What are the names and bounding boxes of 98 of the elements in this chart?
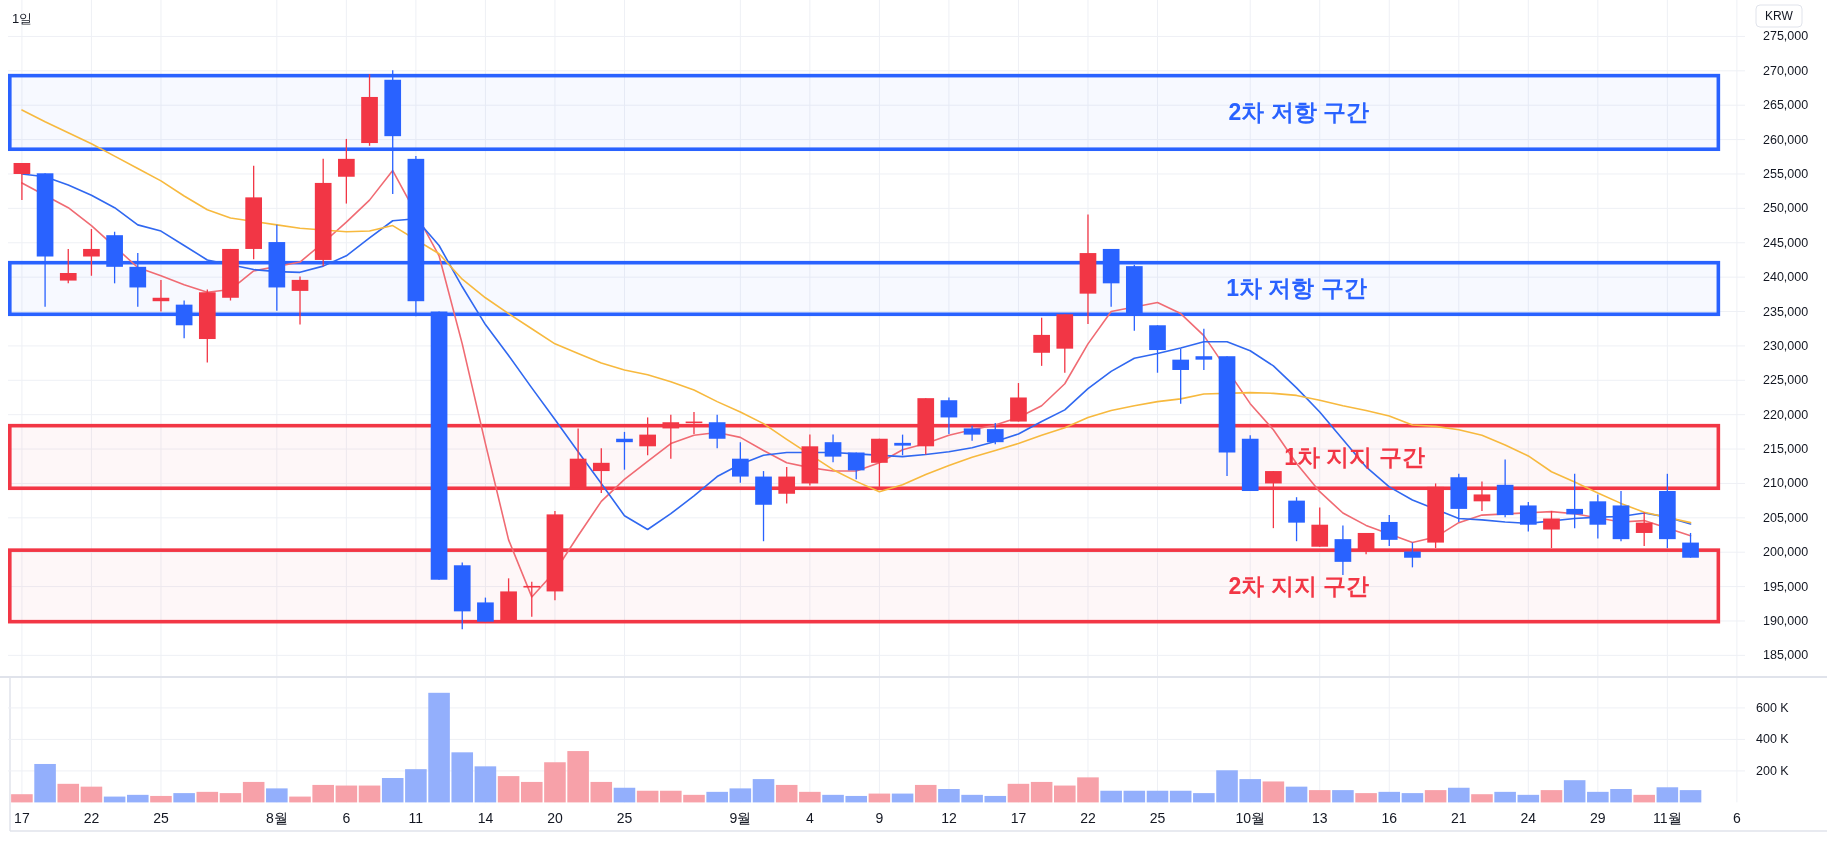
x-tick-label: 21 (1450, 810, 1467, 826)
x-tick-label: 6 (1732, 810, 1741, 826)
bar (127, 794, 149, 803)
x-tick-label: 14 (477, 810, 494, 826)
y-tick-label: 240,000 (1763, 270, 1809, 285)
x-tick-label: 13 (1311, 810, 1328, 826)
bar (636, 790, 659, 803)
y-tick-label: 225,000 (1763, 373, 1809, 388)
x-tick-label: 17 (1010, 810, 1027, 826)
bar (1401, 793, 1424, 803)
bar (1169, 790, 1192, 803)
x-tick-label: 24 (1520, 810, 1537, 826)
y-tick-label: 200,000 (1763, 545, 1809, 560)
bar (775, 784, 798, 803)
x-tick-label: 9 (875, 810, 884, 826)
bar (1030, 781, 1053, 803)
y-tick-label: 235,000 (1763, 304, 1809, 319)
bar (706, 791, 728, 803)
bar (242, 781, 265, 803)
y-tick-label: 275,000 (1763, 29, 1809, 44)
text: 1일 (12, 10, 33, 26)
bar (80, 786, 103, 803)
x-tick-label: 22 (83, 810, 100, 826)
y-tick-label: 260,000 (1763, 132, 1809, 147)
y-tick-label: 250,000 (1763, 201, 1809, 216)
x-tick-label: 11 (408, 810, 424, 826)
y-tick-label: 245,000 (1763, 235, 1809, 250)
bar (196, 791, 219, 803)
bar (150, 795, 172, 803)
x-tick-label: 16 (1381, 810, 1398, 826)
y-tick-label: 205,000 (1763, 510, 1809, 525)
y-tick-label: 215,000 (1763, 442, 1809, 457)
y-tick-label: 600 K (1756, 700, 1790, 715)
bar (752, 779, 775, 803)
x-tick-label: 10월 (1235, 810, 1265, 826)
y-tick-label: 230,000 (1763, 338, 1809, 353)
bar (1378, 791, 1401, 803)
x-tick-label: 11월 (1653, 810, 1682, 826)
bar (1424, 790, 1447, 803)
x-tick-label: 17 (14, 810, 30, 826)
bar (1100, 790, 1122, 803)
bar (1633, 794, 1655, 803)
bar (219, 793, 242, 803)
bar (1007, 783, 1030, 803)
y-tick-label: 400 K (1756, 732, 1790, 747)
x-tick-label: 25 (616, 810, 633, 826)
x-tick-label: 12 (941, 810, 957, 826)
bar (34, 763, 56, 803)
bar (1146, 790, 1169, 803)
bar (1355, 793, 1377, 803)
bar (1563, 780, 1586, 803)
bar (1471, 794, 1493, 803)
x-tick-label: 22 (1080, 810, 1096, 826)
bar (1285, 786, 1308, 803)
y-axis-title: KRW (1765, 9, 1794, 23)
bar (474, 766, 497, 803)
x-tick-label: 20 (547, 810, 563, 826)
band-label: 2차 지지 구간 (1228, 572, 1370, 599)
y-tick-label: 210,000 (1763, 476, 1809, 491)
bar (1540, 790, 1563, 803)
y-tick-label: 265,000 (1763, 98, 1809, 113)
bar (1448, 787, 1470, 803)
bar (590, 781, 613, 803)
x-tick-label: 25 (1149, 810, 1166, 826)
bar (1123, 790, 1146, 803)
x-tick-label: 8월 (265, 810, 288, 826)
bar (1656, 787, 1679, 803)
bar (335, 785, 358, 803)
bar (1332, 790, 1354, 803)
bar (1517, 794, 1540, 803)
y-tick-label: 195,000 (1763, 579, 1809, 594)
bar (1308, 790, 1331, 803)
bar (1262, 781, 1285, 803)
x-tick-label: 4 (805, 810, 814, 826)
x-tick-label: 6 (342, 810, 351, 826)
bar (799, 791, 821, 803)
bar (914, 784, 937, 803)
x-tick-label: 9월 (729, 810, 752, 826)
bar (266, 788, 288, 803)
bar (497, 776, 520, 803)
bar (1679, 790, 1702, 803)
y-tick-label: 270,000 (1763, 63, 1809, 78)
x-tick-label: 29 (1590, 810, 1606, 826)
bar (57, 783, 80, 803)
bar (729, 788, 752, 803)
bar (358, 785, 381, 803)
band-label: 1차 저항 구간 (1226, 275, 1367, 302)
y-tick-label: 200 K (1756, 763, 1790, 778)
band-label: 2차 저항 구간 (1228, 99, 1370, 126)
bar (1494, 791, 1516, 803)
bar (173, 793, 195, 803)
bar (613, 787, 636, 803)
y-tick-label: 185,000 (1763, 648, 1809, 663)
y-tick-label: 190,000 (1763, 613, 1809, 628)
bar (11, 794, 33, 803)
y-tick-label: 255,000 (1763, 166, 1809, 181)
y-tick-label: 220,000 (1763, 407, 1809, 422)
x-tick-label: 25 (153, 810, 169, 826)
